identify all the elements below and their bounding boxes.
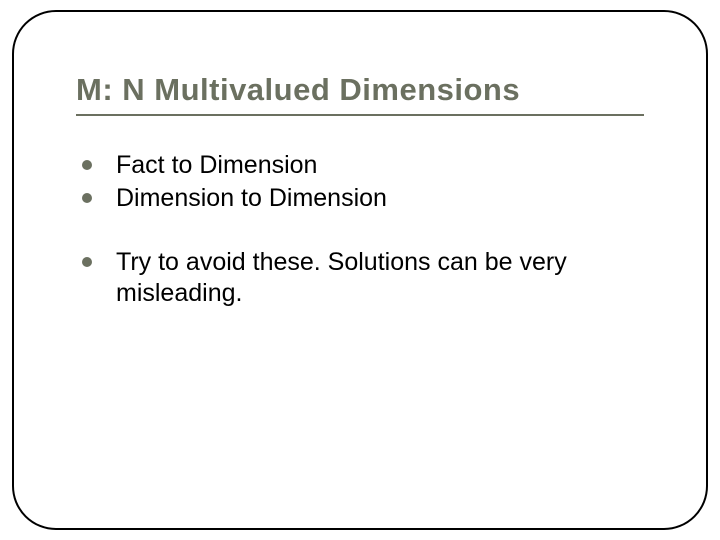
slide-frame: M: N Multivalued Dimensions Fact to Dime… — [12, 10, 708, 530]
bullet-text: Try to avoid these. Solutions can be ver… — [116, 248, 567, 307]
bullet-list: Fact to Dimension Dimension to Dimension… — [76, 150, 644, 309]
title-underline — [76, 114, 644, 116]
bullet-icon — [82, 193, 92, 203]
slide-title: M: N Multivalued Dimensions — [76, 72, 644, 114]
bullet-text: Dimension to Dimension — [116, 184, 387, 212]
bullet-text: Fact to Dimension — [116, 151, 317, 179]
bullet-icon — [82, 257, 92, 267]
list-item: Dimension to Dimension — [82, 183, 644, 214]
list-item: Try to avoid these. Solutions can be ver… — [82, 247, 644, 310]
list-item: Fact to Dimension — [82, 150, 644, 181]
slide-content: M: N Multivalued Dimensions Fact to Dime… — [76, 72, 644, 311]
bullet-icon — [82, 160, 92, 170]
